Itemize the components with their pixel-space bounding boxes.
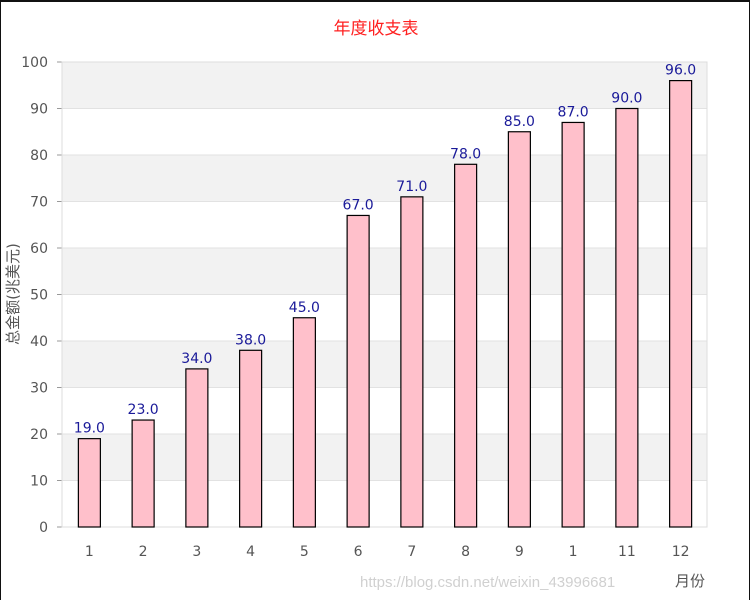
- grid-band: [62, 248, 707, 295]
- grid-band: [62, 341, 707, 388]
- bar: [669, 79, 693, 528]
- x-tick-label: 12: [672, 544, 690, 560]
- x-tick-label: 3: [192, 544, 201, 560]
- data-label: 85.0: [504, 114, 535, 130]
- watermark: https://blog.csdn.net/weixin_43996681: [360, 574, 616, 591]
- y-tick-label: 100: [21, 55, 48, 71]
- bar: [239, 349, 263, 528]
- bar: [292, 317, 316, 528]
- y-tick-label: 60: [30, 241, 48, 257]
- bar: [346, 214, 370, 528]
- y-tick-label: 70: [30, 195, 48, 211]
- data-label: 87.0: [558, 104, 589, 120]
- plot-area: [61, 61, 708, 528]
- bar: [615, 107, 639, 528]
- y-tick-label: 10: [30, 474, 48, 490]
- y-tick-label: 0: [39, 520, 48, 536]
- grid-band: [62, 434, 707, 481]
- y-axis-label: 总金额(兆美元): [4, 243, 22, 345]
- x-tick-label: 4: [246, 544, 255, 560]
- data-label: 34.0: [181, 351, 212, 367]
- x-tick-label: 11: [618, 544, 636, 560]
- data-label: 67.0: [343, 197, 374, 213]
- y-tick-label: 90: [30, 102, 48, 118]
- data-label: 78.0: [450, 146, 481, 162]
- bar: [454, 163, 478, 528]
- y-tick-label: 20: [30, 427, 48, 443]
- x-tick-label: 9: [515, 544, 524, 560]
- bar: [400, 196, 424, 528]
- bar: [507, 131, 531, 528]
- bar: [561, 121, 585, 528]
- y-tick-label: 80: [30, 148, 48, 164]
- bar: [131, 419, 155, 528]
- grid-band: [62, 62, 707, 109]
- x-tick-label: 2: [139, 544, 148, 560]
- y-tick-label: 40: [30, 334, 48, 350]
- y-tick-label: 30: [30, 381, 48, 397]
- bar: [77, 438, 101, 528]
- data-label: 45.0: [289, 300, 320, 316]
- x-tick-label: 1: [85, 544, 94, 560]
- chart-title: 年度收支表: [333, 19, 419, 39]
- data-label: 71.0: [396, 179, 427, 195]
- x-tick-label: 8: [461, 544, 470, 560]
- data-label: 96.0: [665, 63, 696, 79]
- y-tick-label: 50: [30, 288, 48, 304]
- x-tick-label: 1: [569, 544, 578, 560]
- x-tick-label: 5: [300, 544, 309, 560]
- x-tick-label: 6: [354, 544, 363, 560]
- grid-band: [62, 155, 707, 202]
- x-axis-label: 月份: [675, 572, 705, 590]
- data-label: 19.0: [74, 421, 105, 437]
- x-tick-label: 7: [407, 544, 416, 560]
- bar: [185, 368, 209, 528]
- data-label: 23.0: [128, 402, 159, 418]
- data-label: 90.0: [611, 91, 642, 107]
- data-label: 38.0: [235, 332, 266, 348]
